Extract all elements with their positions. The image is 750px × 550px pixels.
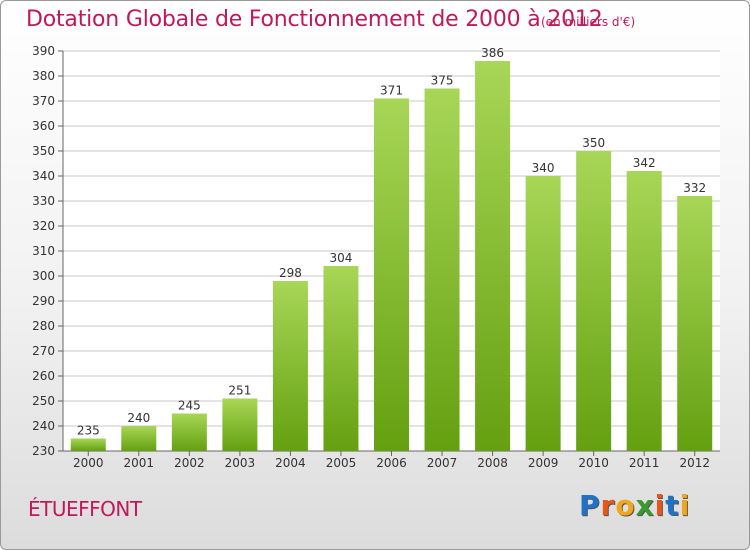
logo-letter: t (665, 489, 680, 522)
logo-letter: i (679, 489, 691, 522)
y-tick-label: 390 (32, 44, 55, 58)
y-tick-label: 270 (32, 344, 55, 358)
y-tick-label: 310 (32, 244, 55, 258)
x-tick-label: 2005 (326, 456, 357, 470)
bar-value-label: 245 (178, 399, 201, 413)
x-tick-label: 2001 (124, 456, 155, 470)
bar-value-label: 342 (633, 156, 656, 170)
y-tick-label: 340 (32, 169, 55, 183)
bar (626, 171, 662, 451)
x-tick-label: 2004 (275, 456, 306, 470)
bar (576, 151, 612, 451)
x-tick-label: 2008 (477, 456, 508, 470)
bar (374, 98, 409, 451)
bar (171, 413, 207, 451)
bar (424, 88, 460, 451)
bar-value-label: 251 (228, 384, 251, 398)
bar-value-label: 298 (279, 266, 302, 280)
bar-value-label: 386 (481, 46, 504, 60)
y-tick-label: 350 (32, 144, 55, 158)
chart-subtitle: (en milliers d'€) (541, 15, 636, 29)
bar (222, 398, 258, 451)
bar (323, 266, 359, 451)
x-tick-label: 2003 (225, 456, 256, 470)
y-tick-label: 230 (32, 444, 55, 458)
x-tick-label: 2011 (629, 456, 660, 470)
y-tick-label: 330 (32, 194, 55, 208)
chart-title: Dotation Globale de Fonctionnement de 20… (26, 7, 603, 32)
y-tick-label: 380 (32, 69, 55, 83)
bar-value-label: 371 (380, 84, 403, 98)
bar (121, 426, 157, 451)
bar (525, 176, 561, 451)
bar (475, 61, 511, 451)
bar-value-label: 340 (532, 161, 555, 175)
y-tick-label: 250 (32, 394, 55, 408)
x-tick-label: 2002 (174, 456, 205, 470)
y-tick-label: 370 (32, 94, 55, 108)
bar (272, 281, 308, 451)
x-tick-label: 2006 (376, 456, 407, 470)
y-tick-label: 260 (32, 369, 55, 383)
logo-letter: x (635, 489, 655, 522)
logo-letter: o (615, 489, 636, 522)
bar-value-label: 240 (127, 411, 150, 425)
logo-letter: r (600, 489, 616, 522)
x-tick-label: 2012 (679, 456, 710, 470)
bar-value-label: 350 (582, 136, 605, 150)
bar (70, 438, 106, 451)
bar-value-label: 235 (77, 424, 100, 438)
logo-letter: i (654, 489, 666, 522)
x-tick-label: 2009 (528, 456, 559, 470)
proxiti-logo: Proxiti (579, 489, 690, 522)
y-tick-label: 290 (32, 294, 55, 308)
bar-value-label: 375 (431, 74, 454, 88)
y-tick-label: 360 (32, 119, 55, 133)
y-tick-label: 240 (32, 419, 55, 433)
x-tick-label: 2000 (73, 456, 104, 470)
y-tick-label: 320 (32, 219, 55, 233)
bar-value-label: 332 (683, 181, 706, 195)
commune-name: ÉTUEFFONT (28, 497, 142, 521)
y-tick-label: 280 (32, 319, 55, 333)
y-tick-label: 300 (32, 269, 55, 283)
logo-letter: P (579, 489, 601, 522)
x-tick-label: 2007 (427, 456, 458, 470)
bar (677, 196, 713, 451)
bar-value-label: 304 (330, 251, 353, 265)
x-tick-label: 2010 (578, 456, 609, 470)
